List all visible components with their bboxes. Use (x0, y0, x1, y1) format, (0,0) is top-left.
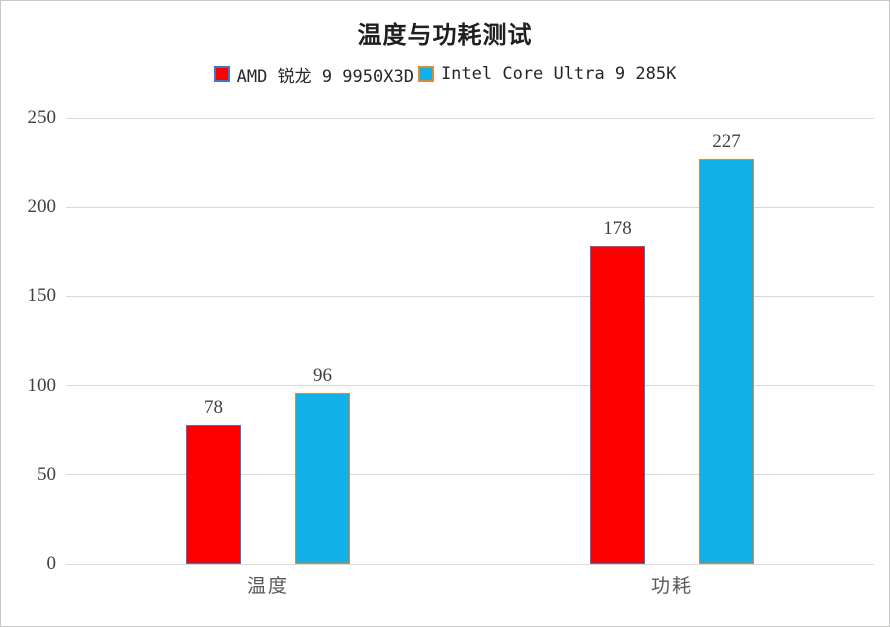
x-category-label-2: 功耗 (650, 576, 693, 597)
bar-温度-intel (295, 393, 350, 564)
y-tick-label-250: 250 (27, 107, 57, 128)
gridline-150 (66, 295, 874, 297)
plot-area: 0 50 100 150 200 250 温度 78 96 功耗 178 227 (28, 107, 874, 597)
gridline-200 (66, 206, 874, 208)
legend-label-intel: Intel Core Ultra 9 285K (440, 64, 677, 84)
legend-item-amd: AMD 锐龙 9 9950X3D (213, 62, 414, 87)
y-tick-label-150: 150 (27, 285, 57, 307)
gridline-50 (66, 474, 874, 476)
legend-swatch-intel-icon (417, 66, 434, 82)
gridline-250 (66, 117, 874, 119)
bar-功耗-intel (699, 159, 754, 564)
gridline-0 (66, 563, 874, 565)
legend-item-intel: Intel Core Ultra 9 285K (417, 64, 677, 84)
value-label-温度-intel: 96 (313, 365, 332, 386)
legend-swatch-amd-icon (213, 66, 230, 82)
gridline-100 (66, 385, 874, 387)
y-tick-label-0: 0 (46, 553, 57, 574)
value-label-功耗-intel: 227 (712, 131, 741, 152)
value-label-温度-amd: 78 (204, 397, 223, 418)
bar-功耗-amd (590, 246, 645, 564)
y-tick-label-50: 50 (37, 463, 56, 485)
y-tick-label-100: 100 (27, 374, 57, 396)
bar-温度-amd (186, 425, 241, 564)
legend: AMD 锐龙 9 9950X3D Intel Core Ultra 9 285K (1, 62, 889, 87)
value-label-功耗-amd: 178 (603, 218, 632, 239)
x-category-label-1: 温度 (246, 576, 289, 597)
y-tick-label-200: 200 (27, 196, 57, 218)
legend-label-amd: AMD 锐龙 9 9950X3D (236, 66, 414, 87)
chart-title: 温度与功耗测试 (357, 23, 533, 49)
